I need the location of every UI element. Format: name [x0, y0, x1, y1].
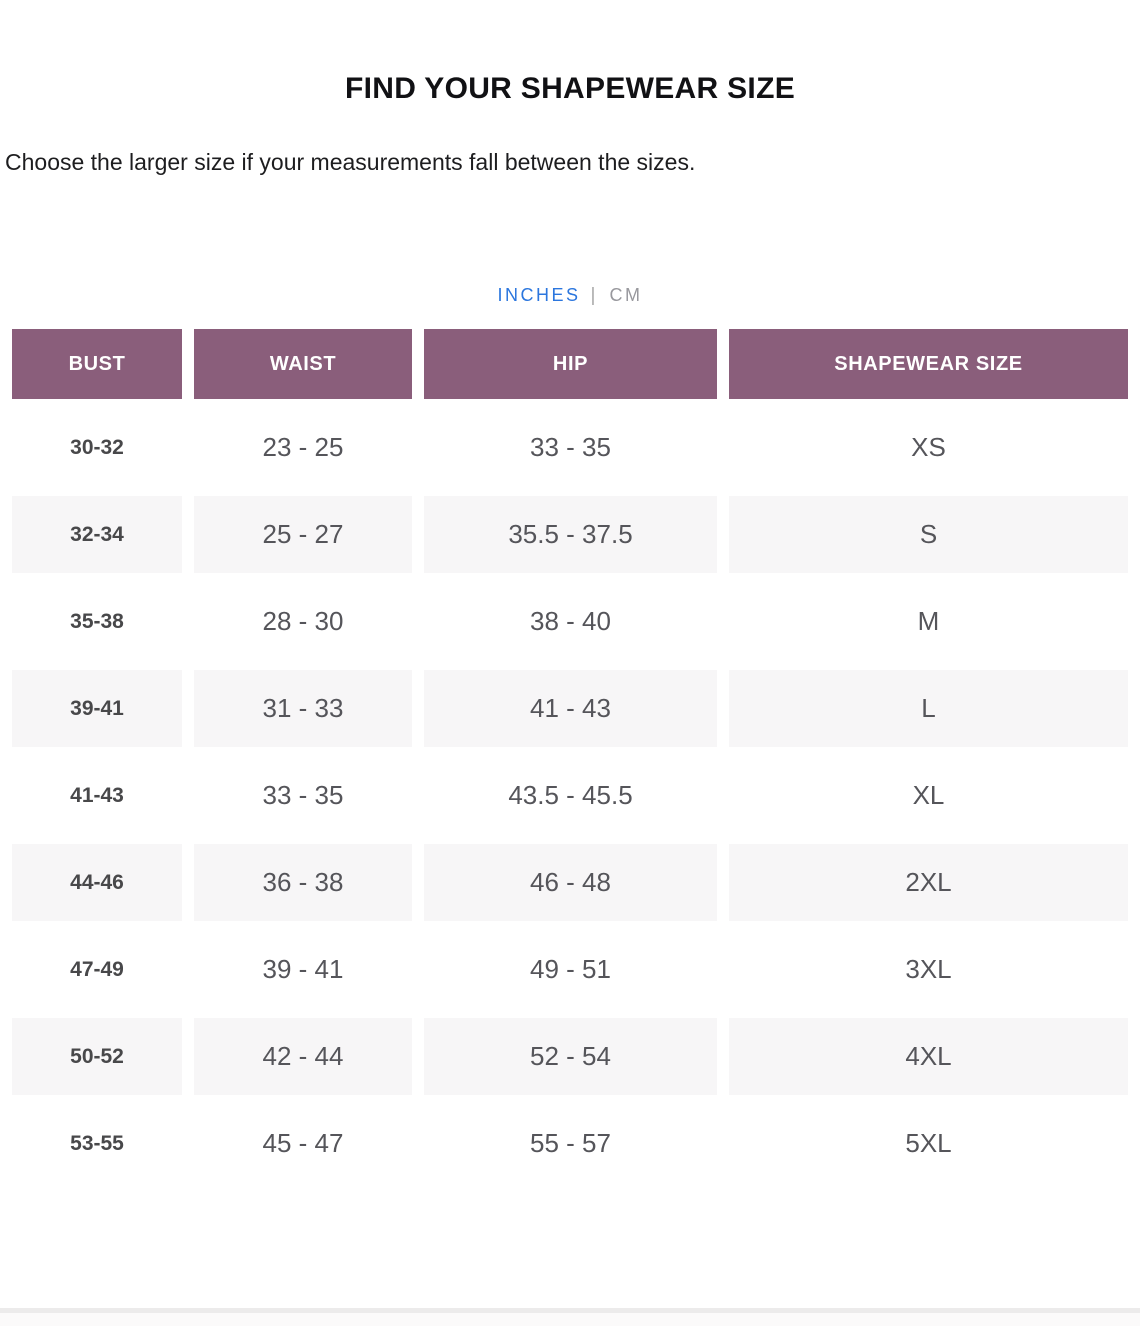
size-row-2xl: 44-46 36 - 38 46 - 48 2XL	[12, 844, 1128, 921]
size-row-l: 39-41 31 - 33 41 - 43 L	[12, 670, 1128, 747]
hip-cell: 55 - 57	[424, 1105, 717, 1182]
waist-cell: 42 - 44	[194, 1018, 412, 1095]
page-subtitle: Choose the larger size if your measureme…	[5, 149, 696, 175]
size-row-s: 32-34 25 - 27 35.5 - 37.5 S	[12, 496, 1128, 573]
waist-cell: 28 - 30	[194, 583, 412, 660]
page-title: FIND YOUR SHAPEWEAR SIZE	[344, 72, 796, 105]
bust-cell: 47-49	[12, 931, 182, 1008]
size-cell: 3XL	[729, 931, 1128, 1008]
size-cell: 2XL	[729, 844, 1128, 921]
unit-separator: |	[590, 285, 596, 306]
size-row-5xl: 53-55 45 - 47 55 - 57 5XL	[12, 1105, 1128, 1182]
hip-cell: 49 - 51	[424, 931, 717, 1008]
size-row-xl: 41-43 33 - 35 43.5 - 45.5 XL	[12, 757, 1128, 834]
bust-cell: 50-52	[12, 1018, 182, 1095]
size-cell: 5XL	[729, 1105, 1128, 1182]
column-header-bust: BUST	[12, 329, 182, 399]
unit-cm-button[interactable]: CM	[609, 285, 643, 305]
hip-cell: 35.5 - 37.5	[424, 496, 717, 573]
hip-cell: 38 - 40	[424, 583, 717, 660]
hip-cell: 33 - 35	[424, 409, 717, 486]
size-cell: XL	[729, 757, 1128, 834]
bust-cell: 53-55	[12, 1105, 182, 1182]
size-cell: S	[729, 496, 1128, 573]
bust-cell: 35-38	[12, 583, 182, 660]
waist-cell: 36 - 38	[194, 844, 412, 921]
unit-toggle: INCHES | CM	[0, 284, 1140, 307]
hip-cell: 46 - 48	[424, 844, 717, 921]
bust-cell: 44-46	[12, 844, 182, 921]
size-chart-table: BUST WAIST HIP SHAPEWEAR SIZE 30-32 23 -…	[0, 319, 1140, 1192]
waist-cell: 45 - 47	[194, 1105, 412, 1182]
column-header-waist: WAIST	[194, 329, 412, 399]
size-row-4xl: 50-52 42 - 44 52 - 54 4XL	[12, 1018, 1128, 1095]
waist-cell: 39 - 41	[194, 931, 412, 1008]
waist-cell: 31 - 33	[194, 670, 412, 747]
hip-cell: 41 - 43	[424, 670, 717, 747]
hip-cell: 43.5 - 45.5	[424, 757, 717, 834]
size-row-m: 35-38 28 - 30 38 - 40 M	[12, 583, 1128, 660]
size-cell: 4XL	[729, 1018, 1128, 1095]
waist-cell: 23 - 25	[194, 409, 412, 486]
size-chart-header: BUST WAIST HIP SHAPEWEAR SIZE	[12, 329, 1128, 399]
size-cell: M	[729, 583, 1128, 660]
size-row-xs: 30-32 23 - 25 33 - 35 XS	[12, 409, 1128, 486]
unit-inches-button[interactable]: INCHES	[497, 285, 581, 305]
hip-cell: 52 - 54	[424, 1018, 717, 1095]
column-header-shapewear-size: SHAPEWEAR SIZE	[729, 329, 1128, 399]
bottom-divider	[0, 1308, 1140, 1326]
bust-cell: 32-34	[12, 496, 182, 573]
bust-cell: 30-32	[12, 409, 182, 486]
bust-cell: 39-41	[12, 670, 182, 747]
bust-cell: 41-43	[12, 757, 182, 834]
column-header-hip: HIP	[424, 329, 717, 399]
size-cell: L	[729, 670, 1128, 747]
waist-cell: 25 - 27	[194, 496, 412, 573]
size-cell: XS	[729, 409, 1128, 486]
size-row-3xl: 47-49 39 - 41 49 - 51 3XL	[12, 931, 1128, 1008]
waist-cell: 33 - 35	[194, 757, 412, 834]
